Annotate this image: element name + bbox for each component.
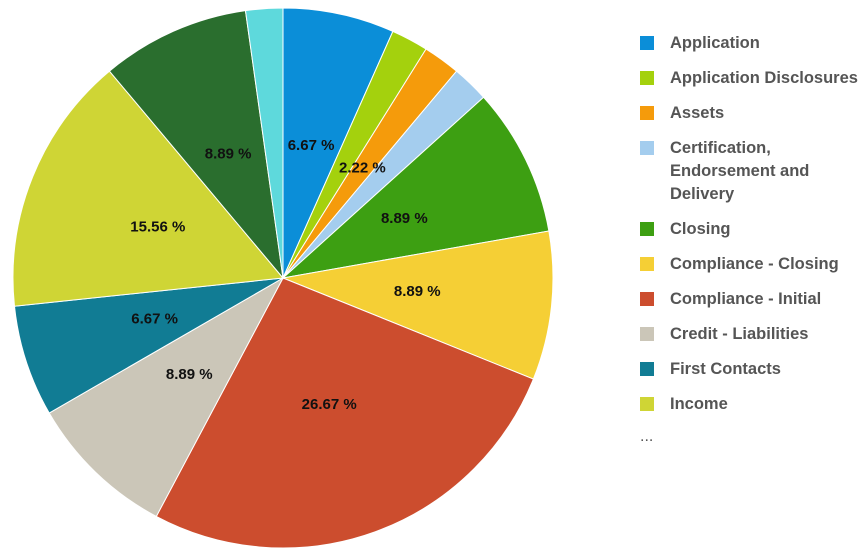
legend-item: Assets <box>640 102 862 125</box>
legend-item: Credit - Liabilities <box>640 323 862 346</box>
legend-item: Closing <box>640 218 862 241</box>
legend-item: Application Disclosures <box>640 67 862 90</box>
legend-label: Income <box>670 395 728 413</box>
pie-slice <box>282 7 394 279</box>
value-label: 2.22 % <box>339 160 386 177</box>
legend-item: Certification, Endorsement and Delivery <box>640 137 862 206</box>
pie-slice <box>12 70 284 307</box>
pie-slice <box>13 277 284 414</box>
legend-item: Income <box>640 393 862 416</box>
legend-swatch <box>640 106 654 120</box>
legend-label: Compliance - Initial <box>670 290 822 308</box>
legend-label: Credit - Liabilities <box>670 325 809 343</box>
legend-item: Compliance - Closing <box>640 253 862 276</box>
legend-swatch <box>640 36 654 50</box>
value-label: 8.89 % <box>394 283 441 300</box>
value-label: 15.56 % <box>130 218 185 235</box>
legend-label: Application Disclosures <box>670 69 858 87</box>
legend-item: Application <box>640 32 862 55</box>
value-label: 8.89 % <box>381 210 428 227</box>
legend-label: Compliance - Closing <box>670 255 839 273</box>
legend-label: Closing <box>670 220 731 238</box>
legend-label: Certification, Endorsement and Delivery <box>670 139 810 203</box>
value-label: 8.89 % <box>205 146 252 163</box>
legend-swatch <box>640 222 654 236</box>
legend-more: ... <box>640 428 654 445</box>
value-label: 6.67 % <box>288 137 335 154</box>
legend-label: Assets <box>670 104 725 122</box>
value-label: 8.89 % <box>166 366 213 383</box>
legend-swatch <box>640 71 654 85</box>
legend-label: First Contacts <box>670 360 781 378</box>
legend-swatch <box>640 362 654 376</box>
value-label: 6.67 % <box>131 311 178 328</box>
pie-slice <box>155 277 535 549</box>
pie-slice <box>281 96 550 279</box>
legend-label: Application <box>670 34 760 52</box>
pie-slice <box>281 230 554 380</box>
pie-slice <box>48 276 285 518</box>
pie-slice <box>244 7 284 279</box>
legend-swatch <box>640 292 654 306</box>
legend-swatch <box>640 257 654 271</box>
pie-chart: 6.67 %2.22 %8.89 %8.89 %26.67 %8.89 %6.6… <box>12 7 554 549</box>
legend-item: First Contacts <box>640 358 862 381</box>
value-label: 26.67 % <box>302 396 357 413</box>
legend-swatch <box>640 141 654 155</box>
legend-item: Compliance - Initial <box>640 288 862 311</box>
legend-swatch <box>640 327 654 341</box>
legend: Application Application Disclosures Assets… <box>640 32 862 446</box>
pie-slice <box>108 10 284 280</box>
legend-swatch <box>640 397 654 411</box>
